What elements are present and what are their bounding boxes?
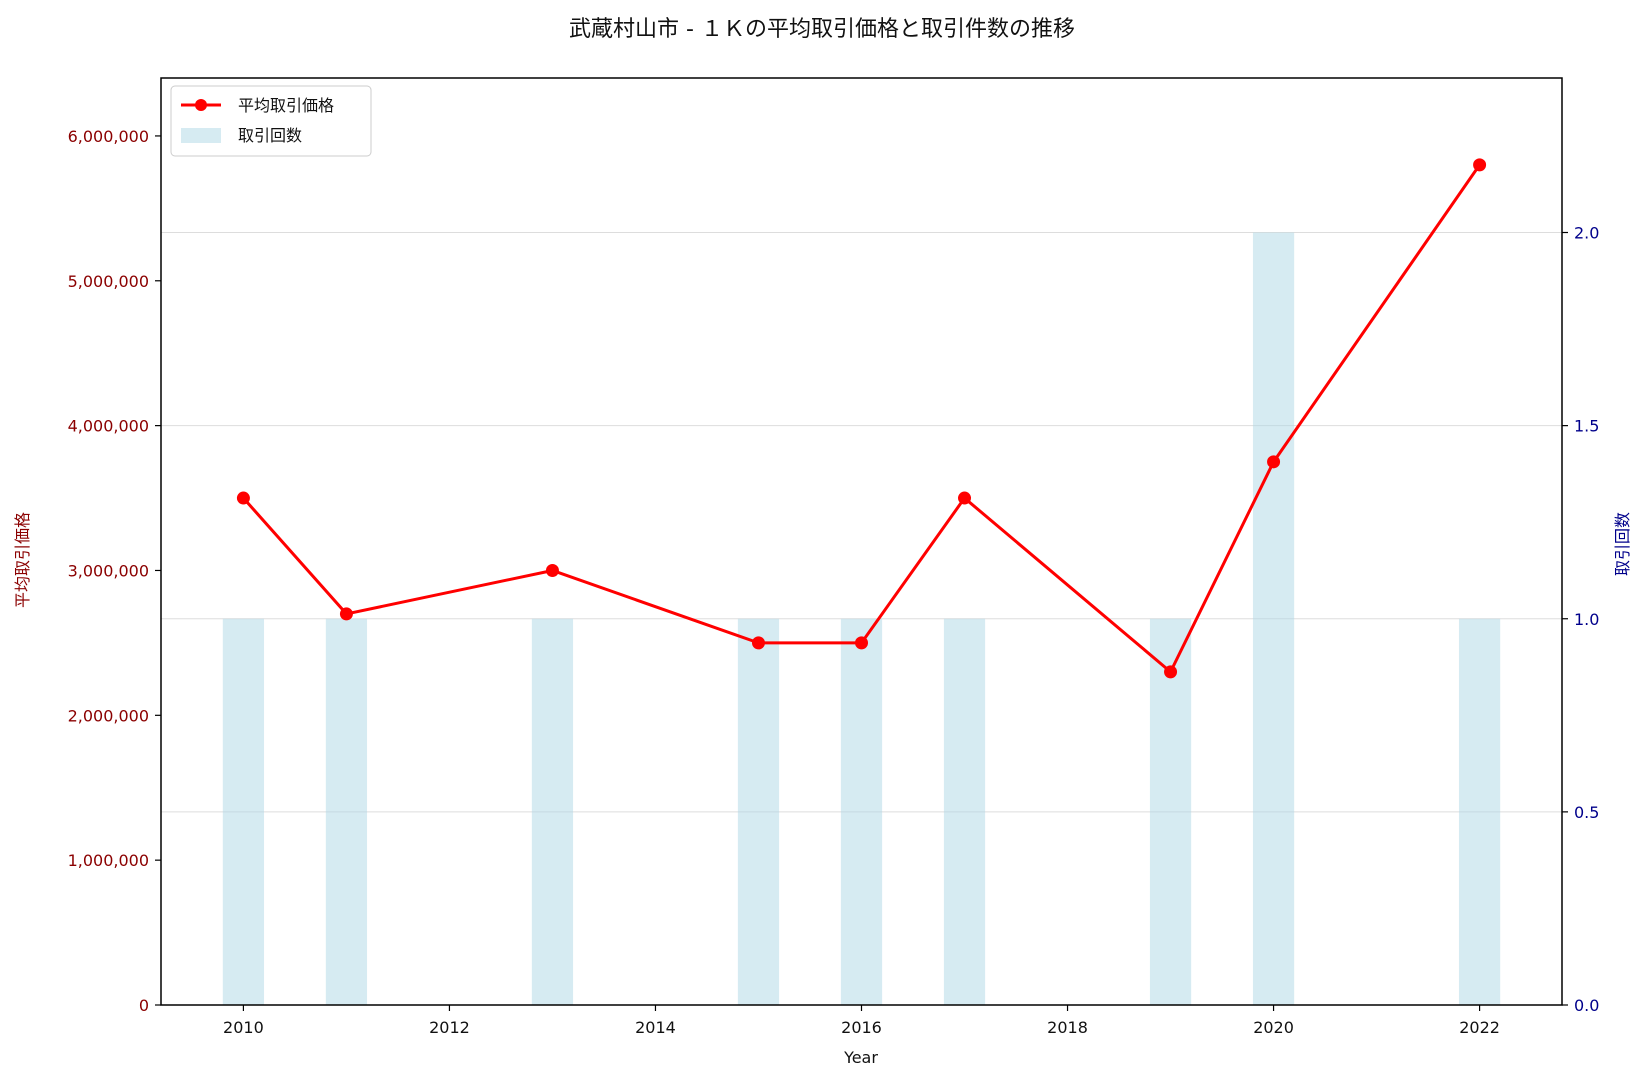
bar-2010	[222, 618, 265, 1005]
y-left-tick-label-2: 2,000,000	[68, 706, 149, 725]
chart-title: 武蔵村山市 - １Ｋの平均取引価格と取引件数の推移	[569, 17, 1075, 42]
price-point-2017	[958, 491, 972, 505]
bar-2017	[943, 618, 986, 1005]
price-point-2011	[339, 607, 353, 621]
price-point-2016	[855, 636, 868, 650]
y-right-axis-label: 取引回数	[1613, 512, 1632, 576]
bar-2020	[1252, 232, 1295, 1005]
legend-marker-swatch	[195, 99, 207, 111]
bar-layer	[222, 232, 1501, 1005]
price-line	[242, 164, 1481, 674]
y-right-tick-label-3: 1.5	[1574, 417, 1599, 436]
y-left-axis: 0 1,000,000 2,000,000 3,000,000 4,000,000 5,0…	[68, 127, 161, 1015]
y-right-axis: 0.0 0.5 1.0 1.5 2.0	[1562, 224, 1599, 1015]
x-tick-label-2010: 2010	[223, 1018, 264, 1037]
y-left-tick-label-6: 6,000,000	[68, 127, 149, 146]
x-tick-label-2014: 2014	[635, 1018, 676, 1037]
price-point-2019	[1164, 665, 1178, 679]
price-point-2010	[236, 491, 250, 505]
price-point-2013	[545, 563, 559, 577]
y-right-tick-label-1: 0.5	[1574, 803, 1599, 822]
x-axis: 2010 2012 2014 2016 2018 2020 2022	[223, 1005, 1500, 1037]
x-tick-label-2012: 2012	[429, 1018, 470, 1037]
line-layer	[236, 158, 1487, 679]
legend: 平均取引価格 取引回数	[170, 85, 372, 157]
y-left-tick-label-3: 3,000,000	[68, 561, 149, 580]
x-tick-label-2022: 2022	[1459, 1018, 1500, 1037]
x-axis-label: Year	[843, 1048, 878, 1067]
legend-label-price: 平均取引価格	[238, 96, 334, 115]
y-left-axis-label: 平均取引価格	[13, 512, 32, 608]
legend-label-count: 取引回数	[238, 126, 302, 145]
y-left-tick-label-1: 1,000,000	[68, 851, 149, 870]
y-right-tick-label-4: 2.0	[1574, 224, 1599, 243]
x-tick-label-2016: 2016	[841, 1018, 882, 1037]
price-point-2020	[1267, 455, 1281, 469]
price-point-2015	[751, 636, 765, 650]
price-point-2022	[1473, 158, 1487, 172]
bar-2016	[840, 618, 883, 1005]
y-left-tick-label-5: 5,000,000	[68, 272, 149, 291]
y-right-tick-label-0: 0.0	[1574, 996, 1599, 1015]
bar-2013	[531, 618, 574, 1005]
bar-2022	[1458, 618, 1501, 1005]
y-right-tick-label-2: 1.0	[1574, 610, 1599, 629]
y-left-tick-label-4: 4,000,000	[68, 417, 149, 436]
bar-2019	[1149, 618, 1192, 1005]
y-left-tick-label-0: 0	[139, 996, 149, 1015]
x-tick-label-2018: 2018	[1047, 1018, 1088, 1037]
bar-2011	[325, 618, 368, 1005]
x-tick-label-2020: 2020	[1253, 1018, 1294, 1037]
bar-2015	[737, 618, 780, 1005]
legend-bar-swatch	[181, 128, 221, 143]
